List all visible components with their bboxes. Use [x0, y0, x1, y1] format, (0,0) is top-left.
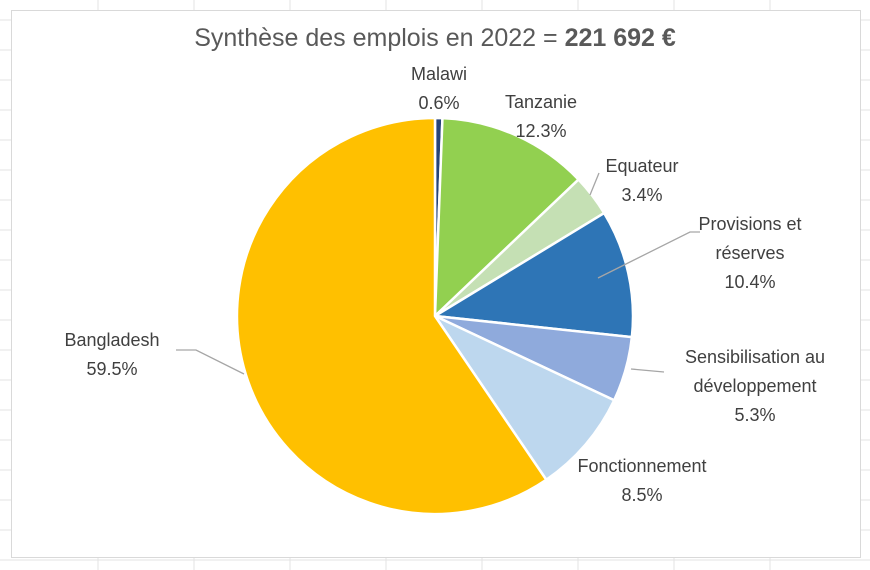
- category-label: Malawi: [411, 64, 467, 84]
- category-label: Sensibilisation au: [685, 347, 825, 367]
- data-label-fonctionnement: Fonctionnement 8.5%: [577, 456, 706, 505]
- category-label: Equateur: [605, 156, 678, 176]
- pie-slice-provisions-et-reserves[interactable]: [433, 211, 635, 339]
- leader-line: [176, 349, 245, 375]
- data-label-malawi: Malawi 0.6%: [411, 64, 467, 113]
- data-label-tanzanie: Tanzanie 12.3%: [505, 92, 577, 141]
- percent-label: 10.4%: [724, 272, 775, 292]
- data-label-sensibilisation-au-developpement: Sensibilisation au développement 5.3%: [685, 347, 825, 425]
- data-label-bangladesh: Bangladesh 59.5%: [64, 330, 159, 379]
- leader-line: [597, 231, 700, 279]
- data-label-provisions-et-reserves: Provisions et réserves 10.4%: [698, 214, 801, 292]
- chart-title-amount: 221 692 €: [564, 24, 676, 52]
- category-label: réserves: [715, 243, 784, 263]
- category-label: Tanzanie: [505, 92, 577, 112]
- category-label: Bangladesh: [64, 330, 159, 350]
- percent-label: 3.4%: [621, 185, 662, 205]
- chart-title-text: Synthèse des emplois en 2022 =: [194, 24, 565, 52]
- data-label-equateur: Equateur 3.4%: [605, 156, 678, 205]
- category-label: Fonctionnement: [577, 456, 706, 476]
- category-label: développement: [693, 376, 816, 396]
- leader-line: [589, 172, 600, 196]
- percent-label: 12.3%: [515, 121, 566, 141]
- category-label: Provisions et: [698, 214, 801, 234]
- leader-line: [630, 368, 665, 373]
- pie-slice-tanzanie[interactable]: [433, 116, 580, 318]
- chart-title: Synthèse des emplois en 2022 = 221 692 €: [0, 24, 870, 53]
- percent-label: 8.5%: [621, 485, 662, 505]
- percent-label: 5.3%: [734, 405, 775, 425]
- percent-label: 0.6%: [418, 93, 459, 113]
- pie-slice-fonctionnement[interactable]: [433, 314, 616, 482]
- percent-label: 59.5%: [86, 359, 137, 379]
- pie-slice-bangladesh[interactable]: [235, 116, 548, 516]
